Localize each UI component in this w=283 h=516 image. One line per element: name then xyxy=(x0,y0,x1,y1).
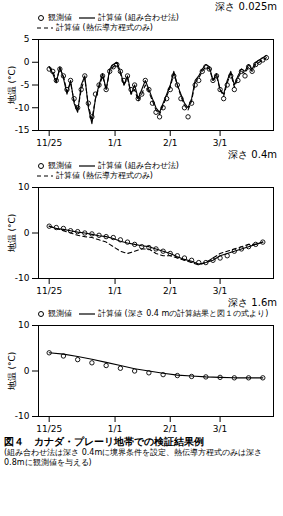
svg-text:0: 0 xyxy=(24,228,30,238)
svg-text:3/1: 3/1 xyxy=(213,424,227,434)
svg-text:3/1: 3/1 xyxy=(213,286,227,296)
html-text:観測値: 観測値 xyxy=(48,309,72,318)
html-text:計算値 (組み合わせ法): 計算値 (組み合わせ法) xyxy=(98,13,179,22)
html-text:観測値: 観測値 xyxy=(48,161,72,170)
svg-text:地温 (°C): 地温 (°C) xyxy=(7,66,17,106)
html-text:深さ 1.6m: 深さ 1.6m xyxy=(228,297,277,308)
html-text:計算値 (組み合わせ法): 計算値 (組み合わせ法) xyxy=(98,161,179,170)
html-text:深さ 0.025m: 深さ 0.025m xyxy=(215,1,277,12)
svg-text:0: 0 xyxy=(24,366,30,376)
svg-text:5: 5 xyxy=(24,34,30,44)
svg-text:11/25: 11/25 xyxy=(36,424,62,434)
svg-text:11/25: 11/25 xyxy=(36,138,62,148)
svg-text:2/1: 2/1 xyxy=(163,424,177,434)
svg-text:10: 10 xyxy=(18,320,30,330)
html-text:観測値: 観測値 xyxy=(48,13,72,22)
svg-text:0: 0 xyxy=(24,57,30,67)
svg-text:2/1: 2/1 xyxy=(163,138,177,148)
html-text:計算値 (熱伝導方程式のみ): 計算値 (熱伝導方程式のみ) xyxy=(56,23,153,32)
svg-text:1/1: 1/1 xyxy=(108,286,122,296)
html-text:図４ カナダ・プレーリ地帯での検証結果例: 図４ カナダ・プレーリ地帯での検証結果例 xyxy=(4,436,204,447)
svg-text:地温 (°C): 地温 (°C) xyxy=(7,352,17,392)
svg-text:10: 10 xyxy=(18,182,30,192)
svg-text:1/1: 1/1 xyxy=(108,424,122,434)
svg-text:3/1: 3/1 xyxy=(213,138,227,148)
html-text:計算値 (深さ 0.4 mの計算結果と図１の式より): 計算値 (深さ 0.4 mの計算結果と図１の式より) xyxy=(98,309,269,318)
html-text:計算値 (熱伝導方程式のみ): 計算値 (熱伝導方程式のみ) xyxy=(56,171,153,180)
svg-text:2/1: 2/1 xyxy=(163,286,177,296)
svg-text:地温 (°C): 地温 (°C) xyxy=(7,214,17,254)
html-text:深さ 0.4m: 深さ 0.4m xyxy=(228,149,277,160)
svg-text:-10: -10 xyxy=(15,103,30,113)
svg-text:-15: -15 xyxy=(15,125,30,135)
svg-text:-5: -5 xyxy=(21,80,30,90)
svg-text:11/25: 11/25 xyxy=(36,286,62,296)
svg-text:-10: -10 xyxy=(15,411,30,421)
svg-text:-10: -10 xyxy=(15,273,30,283)
svg-text:1/1: 1/1 xyxy=(108,138,122,148)
html-text:(組み合わせ法は深さ 0.4mに境界条件を設定、熱伝導方程式: (組み合わせ法は深さ 0.4mに境界条件を設定、熱伝導方程式のみは深さ 0.8m… xyxy=(4,448,263,467)
